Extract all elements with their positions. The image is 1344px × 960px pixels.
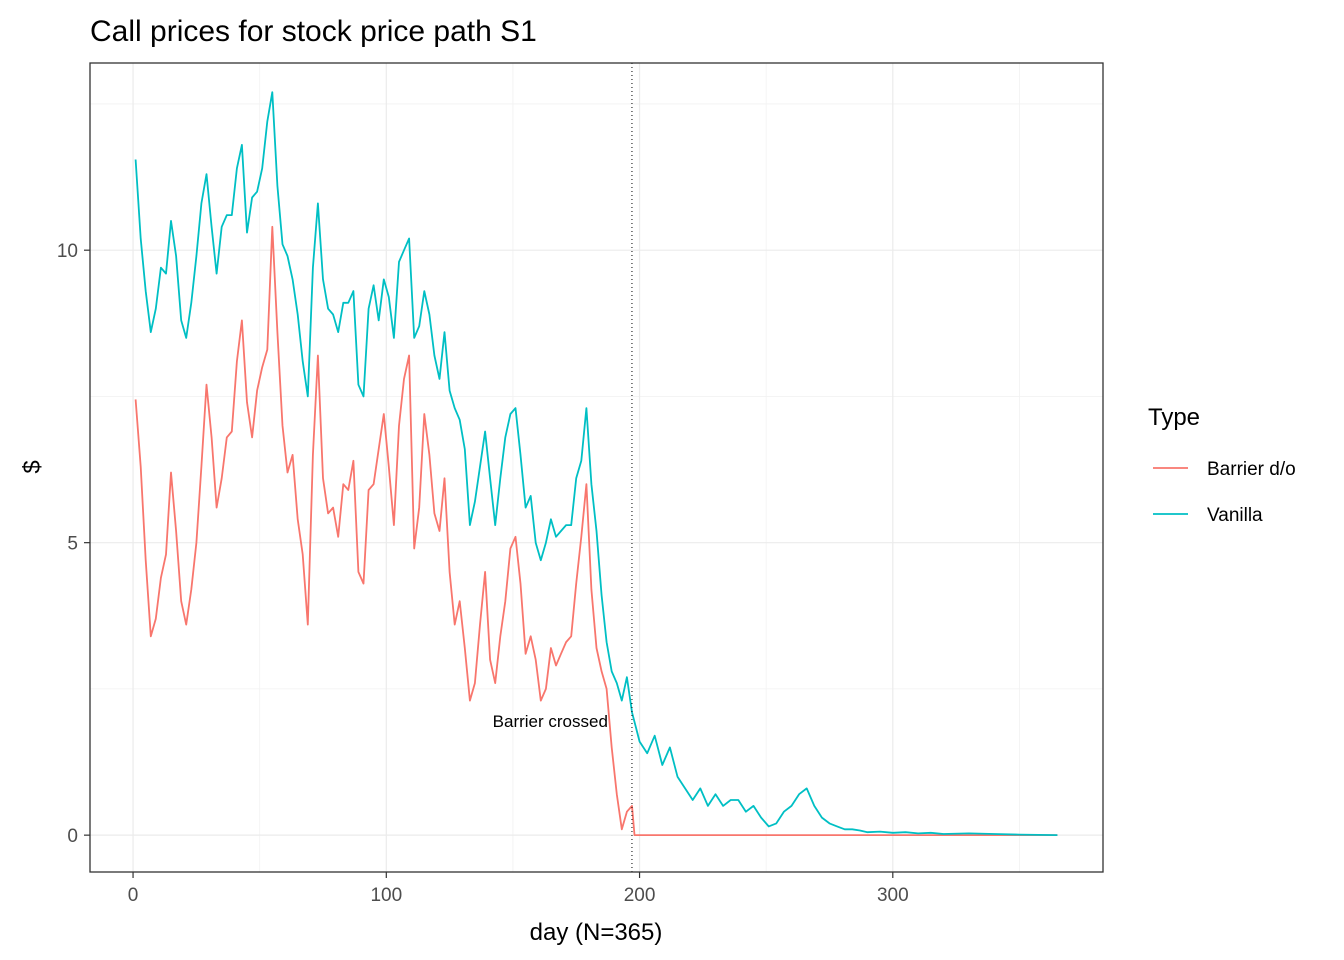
chart-title: Call prices for stock price path S1: [90, 15, 537, 48]
y-tick-label: 5: [67, 534, 78, 555]
legend-items: Barrier d/o Vanilla: [1153, 459, 1296, 526]
y-tick-label: 0: [67, 826, 78, 847]
y-tick-label: 10: [57, 241, 78, 262]
y-axis: 0 5 10: [57, 241, 90, 847]
series-line-vanilla: [134, 91, 1058, 836]
series-line-barrier-d-o: [134, 225, 1058, 836]
plot-border: [89, 62, 1104, 873]
x-tick-label: 100: [370, 885, 402, 906]
x-tick-label: 200: [624, 885, 656, 906]
barrier-annotation: Barrier crossed: [493, 712, 608, 731]
series-layer: [134, 91, 1058, 836]
y-axis-title: $: [19, 460, 46, 473]
legend: Type Barrier d/o Vanilla: [1148, 404, 1296, 526]
x-axis: 0 100 200 300: [128, 872, 909, 906]
x-tick-label: 0: [128, 885, 139, 906]
legend-label-vanilla: Vanilla: [1207, 505, 1263, 526]
legend-title: Type: [1148, 404, 1200, 431]
x-axis-title: day (N=365): [530, 919, 663, 946]
plot-panel: [90, 63, 1103, 872]
legend-label-barrier-d-o: Barrier d/o: [1207, 459, 1296, 480]
x-tick-label: 300: [877, 885, 909, 906]
grid-minor: [90, 63, 1103, 872]
